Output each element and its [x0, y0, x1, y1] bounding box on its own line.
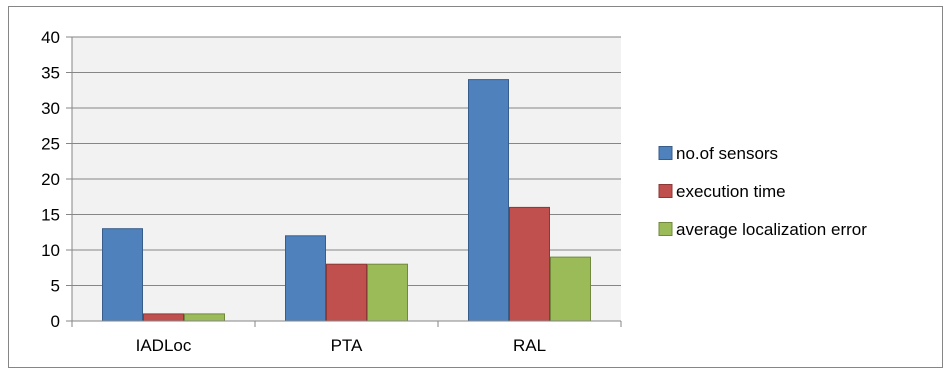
bar-average-localization-error-iadloc: [184, 313, 225, 322]
y-tick-labels: 0 5 10 15 20 25 30 35 40: [41, 28, 72, 331]
bar-no-of-sensors-iadloc: [102, 228, 143, 322]
bar-execution-time-ral: [509, 206, 550, 322]
gridlines: [72, 36, 621, 286]
legend-label: execution time: [676, 182, 786, 201]
y-tick-label: 5: [51, 277, 60, 296]
legend-swatch: [658, 146, 673, 160]
y-tick-label: 25: [41, 135, 60, 154]
legend-label: no.of sensors: [676, 144, 778, 163]
x-tick-label: IADLoc: [136, 336, 192, 355]
y-tick-label: 0: [51, 312, 60, 331]
y-tick-label: 30: [41, 99, 60, 118]
x-tick-label: RAL: [513, 336, 546, 355]
bar-execution-time-iadloc: [143, 313, 184, 322]
legend: no.of sensors execution time average local…: [658, 144, 867, 239]
bar-average-localization-error-pta: [367, 263, 408, 322]
y-tick-label: 40: [41, 28, 60, 47]
legend-label: average localization error: [676, 220, 867, 239]
y-tick-label: 15: [41, 206, 60, 225]
y-tick-label: 35: [41, 64, 60, 83]
bar-chart: 0 5 10 15 20 25 30 35 40 IADLoc PTA RAL no.of sens…: [41, 28, 867, 355]
legend-swatch: [658, 222, 673, 236]
x-tick-labels: IADLoc PTA RAL: [71, 321, 622, 355]
bar-no-of-sensors-ral: [468, 79, 509, 322]
x-tick-label: PTA: [331, 336, 363, 355]
bar-execution-time-pta: [326, 263, 367, 322]
bar-no-of-sensors-pta: [285, 235, 326, 322]
y-tick-label: 20: [41, 170, 60, 189]
chart-frame: 0 5 10 15 20 25 30 35 40 IADLoc PTA RAL no.of sens…: [8, 6, 943, 368]
legend-swatch: [658, 184, 673, 198]
y-tick-label: 10: [41, 241, 60, 260]
bar-average-localization-error-ral: [550, 256, 591, 322]
